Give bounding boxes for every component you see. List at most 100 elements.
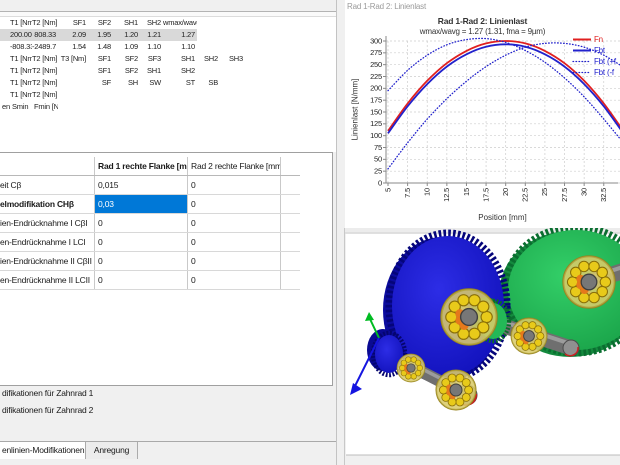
mods-row-label: eit Cβ (0, 180, 22, 190)
mods-cell-empty (280, 233, 300, 251)
chart-gridlines (386, 40, 620, 184)
results-cell: SH2 (204, 54, 218, 63)
mods-row: elmodifikation CHβ 0,03 0 (0, 195, 300, 214)
results-cell: SH2 (181, 66, 195, 75)
results-cell: 200.00 (10, 29, 32, 41)
results-cell: SH (127, 78, 138, 87)
modifications-gear1-label[interactable]: difikationen für Zahnrad 1 (2, 388, 94, 398)
results-cell (220, 101, 245, 113)
bearing-input-right (436, 370, 476, 410)
modifications-table: Rad 1 rechte Flanke [mm] Rad 2 rechte Fl… (0, 157, 300, 290)
mods-cell[interactable]: 0 (94, 233, 187, 251)
svg-text:30: 30 (579, 188, 588, 196)
results-row[interactable]: T1 [Nm]T2 [Nm] SF SH SW ST SB (0, 77, 336, 89)
results-cell: SH2 (147, 18, 161, 27)
results-cell: 1.54 (72, 42, 86, 51)
coordinate-axes (350, 312, 380, 395)
results-cell (220, 29, 245, 41)
results-cell (197, 89, 220, 101)
mods-row: ien-Endrücknahme II CβII 0 0 (0, 252, 300, 271)
svg-text:15: 15 (462, 188, 471, 196)
bearing-input-left (397, 354, 425, 382)
results-cell: SF2 (124, 66, 138, 75)
results-cell: SF (101, 78, 111, 87)
svg-text:22.5: 22.5 (521, 188, 530, 202)
results-row[interactable]: -808.33 -2489.7 1.54 1.48 1.09 1.10 1.10 (0, 41, 336, 53)
results-row-selected[interactable]: 200.00 808.33 2.09 1.95 1.20 1.21 1.27 (0, 29, 336, 41)
results-cell (0, 77, 10, 89)
mods-header-rad2[interactable]: Rad 2 rechte Flanke [mm] (187, 157, 280, 175)
results-row[interactable]: T1 [Nm]T2 [Nm] SF1 SF2 SH1 SH2 (0, 65, 336, 77)
axis-arrow-blue (350, 383, 362, 395)
chart-curves (387, 37, 620, 170)
mods-cell[interactable]: 0 (94, 214, 187, 232)
mods-cell[interactable]: 0 (94, 252, 187, 270)
svg-text:32.5: 32.5 (599, 188, 608, 202)
results-cell: T1 [Nm] (10, 54, 32, 63)
mods-row: en-Endrücknahme I LCI 0 0 (0, 233, 300, 252)
results-cell (113, 89, 140, 101)
results-cell: -2489.7 (32, 42, 57, 51)
results-cell (58, 77, 88, 89)
mods-cell[interactable]: 0 (94, 271, 187, 289)
svg-text:200: 200 (370, 84, 382, 93)
svg-text:50: 50 (374, 155, 382, 164)
results-cell: Smin (12, 102, 29, 111)
results-cell: T2 [Nm] (32, 54, 58, 63)
results-cell (197, 41, 220, 53)
chart-title: Rad 1-Rad 2: Linienlast (437, 16, 528, 26)
results-cell (0, 17, 10, 29)
results-cell: SF1 (97, 66, 111, 75)
mods-row-label: en-Endrücknahme I LCI (0, 237, 86, 247)
mods-cell[interactable]: 0 (187, 195, 280, 213)
results-cell: 1.21 (140, 29, 163, 41)
mods-cell-selected[interactable]: 0,03 (94, 195, 187, 213)
mods-cell[interactable]: 0 (187, 214, 280, 232)
mods-cell[interactable]: 0,015 (94, 176, 187, 194)
linienlast-chart[interactable]: 0 25 50 75 100 125 150 175 200 225 250 275 300 5 7.5 10… (345, 0, 620, 228)
results-cell: T2 [Nm] (32, 66, 58, 75)
mods-cell-empty (280, 214, 300, 232)
chart-subtitle: wmax/wavg = 1.27 (1.31, fma = 9µm) (419, 27, 546, 36)
svg-text:75: 75 (374, 143, 382, 152)
results-row[interactable]: T1 [Nm]T2 [Nm]T3 [Nm] SF1 SF2 SF3 SH1 SH2 SH3 (0, 53, 336, 65)
results-cell (88, 89, 113, 101)
results-cell (0, 41, 10, 53)
results-cell (58, 89, 88, 101)
mods-cell-empty (280, 252, 300, 270)
mods-row: ien-Endrücknahme I CβI 0 0 (0, 214, 300, 233)
results-cell: SF1 (72, 18, 86, 27)
results-cell: 1.09 (124, 42, 138, 51)
bearing-intermediate-right (511, 318, 547, 354)
results-row[interactable]: T1 [Nm]T2 [Nm] (0, 89, 336, 101)
bearing-output (563, 256, 615, 308)
svg-text:275: 275 (370, 48, 382, 57)
results-cell (220, 89, 245, 101)
chart-axes (383, 36, 618, 186)
svg-text:10: 10 (423, 188, 432, 196)
chart-tick-labels: 0 25 50 75 100 125 150 175 200 225 250 275 300 5 7.5 10… (370, 36, 608, 202)
results-cell: 2.09 (58, 29, 88, 41)
svg-text:Fbt: Fbt (594, 46, 606, 55)
modifications-gear2-label[interactable]: difikationen für Zahnrad 2 (2, 405, 94, 415)
svg-text:Fbt (-f: Fbt (-f (594, 68, 615, 77)
mods-row-label: ien-Endrücknahme I CβI (0, 218, 88, 228)
mods-header-rad1[interactable]: Rad 1 rechte Flanke [mm] (94, 157, 187, 175)
chart-window-title: Rad 1-Rad 2: Linienlast (347, 2, 427, 11)
results-cell: T3 [Nm] (60, 54, 86, 63)
svg-text:225: 225 (370, 72, 382, 81)
mods-cell[interactable]: 0 (187, 176, 280, 194)
3d-window-bottom-edge (346, 456, 620, 465)
results-cell (220, 41, 245, 53)
mods-cell[interactable]: 0 (187, 252, 280, 270)
svg-text:250: 250 (370, 60, 382, 69)
3d-window-top-edge (345, 228, 620, 233)
3d-gear-viewport[interactable] (344, 228, 620, 465)
mods-cell[interactable]: 0 (187, 271, 280, 289)
tab-anregung[interactable]: Anregung (86, 442, 138, 459)
tab-flankenlinien-modifikationen[interactable]: enlinien-Modifikationen (0, 442, 86, 459)
svg-text:Fbt (+f: Fbt (+f (594, 57, 617, 66)
mods-cell[interactable]: 0 (187, 233, 280, 251)
